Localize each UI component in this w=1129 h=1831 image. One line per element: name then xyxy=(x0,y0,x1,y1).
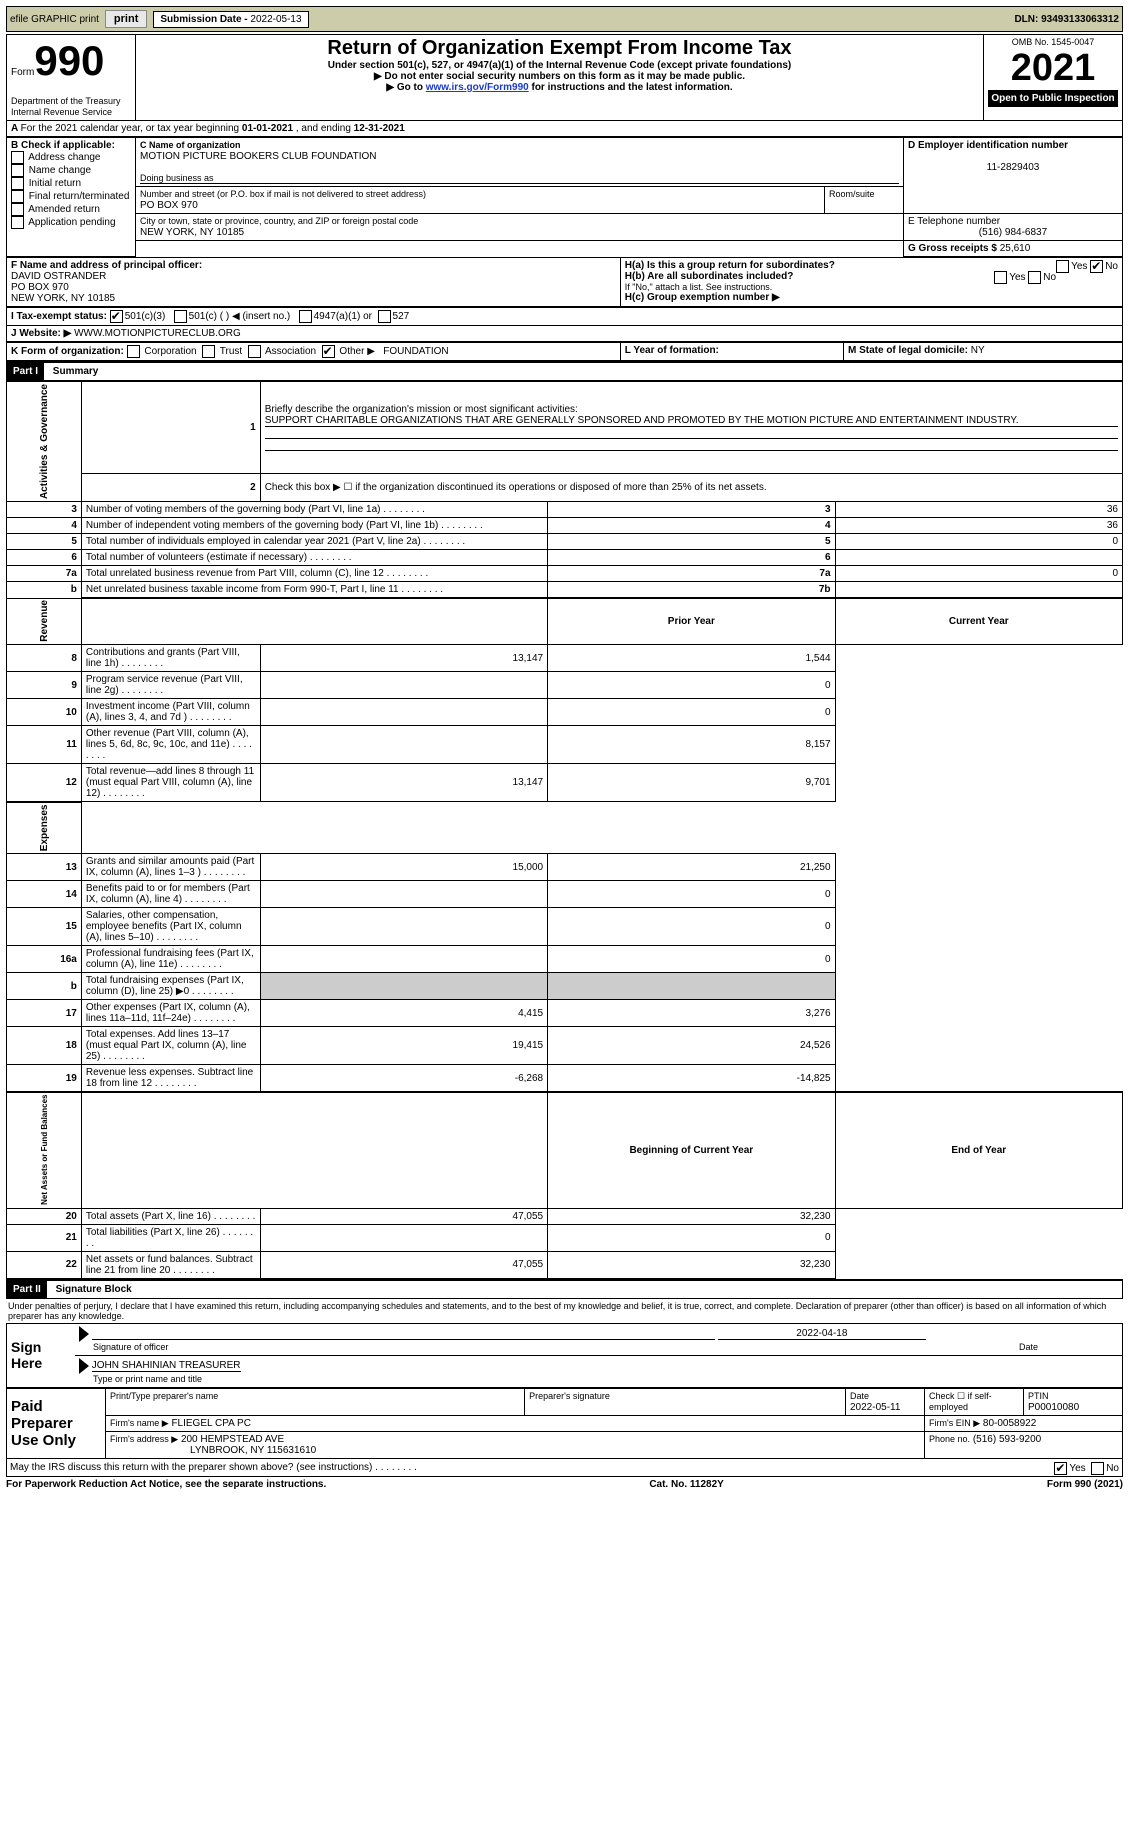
part2-tag: Part II xyxy=(7,1281,47,1298)
form-header: Form990 Department of the Treasury Inter… xyxy=(6,34,1123,121)
501c3-check[interactable] xyxy=(110,310,123,323)
form-title: Return of Organization Exempt From Incom… xyxy=(140,37,979,60)
submission-date: Submission Date - 2022-05-13 xyxy=(153,11,308,28)
part1-tag: Part I xyxy=(7,363,44,380)
top-bar: efile GRAPHIC print print Submission Dat… xyxy=(6,6,1123,32)
klm-block: K Form of organization: Corporation Trus… xyxy=(6,342,1123,361)
efile-label: efile GRAPHIC print xyxy=(10,14,99,25)
preparer-block: Paid Preparer Use Only Print/Type prepar… xyxy=(6,1388,1123,1459)
sig-arrow-icon xyxy=(79,1326,89,1342)
ein: 11-2829403 xyxy=(908,162,1118,173)
tax-year: 2021 xyxy=(988,47,1118,90)
officer-block: F Name and address of principal officer:… xyxy=(6,257,1123,307)
sig-arrow-icon xyxy=(79,1358,89,1374)
status-block: I Tax-exempt status: 501(c)(3) 501(c) ( … xyxy=(6,307,1123,342)
dln: DLN: 93493133063312 xyxy=(1014,14,1119,25)
discuss-row: May the IRS discuss this return with the… xyxy=(6,1459,1123,1477)
phone: (516) 984-6837 xyxy=(908,227,1118,238)
mission-text: SUPPORT CHARITABLE ORGANIZATIONS THAT AR… xyxy=(265,415,1019,426)
ha-yes[interactable] xyxy=(1056,260,1069,273)
hb-no[interactable] xyxy=(1028,271,1041,284)
discuss-no[interactable] xyxy=(1091,1462,1104,1475)
hb-yes[interactable] xyxy=(994,271,1007,284)
org-name: MOTION PICTURE BOOKERS CLUB FOUNDATION xyxy=(140,151,377,162)
page-footer: For Paperwork Reduction Act Notice, see … xyxy=(6,1477,1123,1490)
ha-no[interactable] xyxy=(1090,260,1103,273)
website: WWW.MOTIONPICTURECLUB.ORG xyxy=(74,328,241,339)
gross-receipts: 25,610 xyxy=(1000,243,1031,254)
print-button[interactable]: print xyxy=(105,10,147,28)
period-line: A For the 2021 calendar year, or tax yea… xyxy=(6,121,1123,137)
entity-block: B Check if applicable: Address change Na… xyxy=(6,137,1123,257)
irs-link[interactable]: www.irs.gov/Form990 xyxy=(426,82,529,93)
summary-table: Activities & Governance 1 Briefly descri… xyxy=(6,381,1123,1279)
discuss-yes[interactable] xyxy=(1054,1462,1067,1475)
signature-block: Sign Here 2022-04-18 Signature of office… xyxy=(6,1323,1123,1388)
form-number: 990 xyxy=(34,37,104,84)
